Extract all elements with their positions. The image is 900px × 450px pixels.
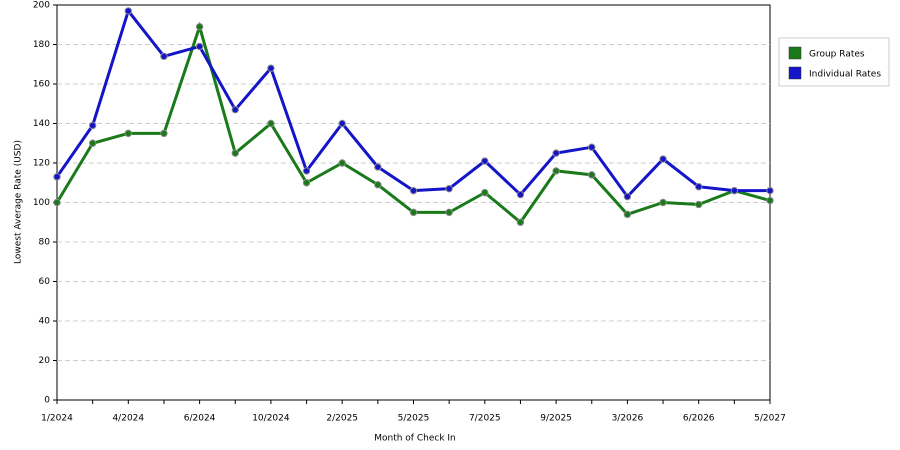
data-point	[302, 167, 311, 175]
y-tick-label: 100	[33, 198, 50, 208]
data-point	[231, 105, 239, 114]
data-point	[195, 23, 204, 31]
data-point	[445, 184, 453, 193]
data-point	[267, 64, 275, 72]
x-tick-label: 5/2025	[398, 414, 430, 424]
y-tick-label: 80	[39, 238, 51, 248]
data-point	[124, 129, 133, 138]
data-point	[445, 208, 453, 217]
data-point	[623, 210, 632, 219]
data-point	[409, 186, 418, 195]
y-tick-label: 180	[33, 40, 50, 50]
data-point	[588, 171, 596, 179]
y-tick-label: 200	[33, 1, 50, 11]
data-point	[267, 119, 275, 128]
x-tick-label: 3/2026	[612, 414, 644, 424]
data-point	[516, 190, 525, 199]
data-point	[195, 42, 204, 51]
data-point	[53, 173, 61, 181]
legend-swatch	[788, 66, 802, 80]
x-tick-label: 7/2025	[469, 414, 501, 424]
y-tick-label: 140	[33, 119, 50, 129]
legend-swatch	[788, 46, 802, 60]
x-tick-label: 9/2025	[540, 414, 572, 424]
data-point	[659, 198, 667, 207]
data-point	[481, 157, 489, 165]
data-point	[695, 183, 703, 191]
x-tick-label: 6/2026	[683, 414, 715, 424]
data-point	[88, 139, 97, 147]
data-point	[338, 159, 346, 167]
data-point	[730, 186, 739, 195]
y-tick-label: 20	[39, 356, 51, 366]
data-point	[88, 121, 97, 130]
data-point	[695, 200, 703, 209]
y-axis-label: Lowest Average Rate (USD)	[14, 140, 24, 264]
data-point	[160, 52, 168, 61]
data-point	[588, 143, 596, 151]
data-point	[374, 181, 382, 189]
x-tick-label: 10/2024	[252, 414, 290, 424]
x-tick-label: 5/2027	[754, 414, 786, 424]
x-tick-label: 1/2024	[41, 414, 73, 424]
data-point	[53, 198, 61, 207]
data-point	[623, 192, 632, 201]
data-point	[409, 208, 418, 217]
data-point	[374, 163, 382, 171]
data-point	[659, 155, 667, 163]
y-tick-label: 120	[33, 159, 50, 169]
data-point	[552, 167, 560, 175]
data-point	[124, 7, 133, 15]
legend-label: Individual Rates	[809, 70, 881, 80]
data-point	[766, 196, 774, 205]
data-point	[481, 188, 489, 197]
data-point	[552, 149, 560, 157]
data-point	[338, 119, 346, 128]
x-axis-label: Month of Check In	[374, 434, 456, 444]
legend-label: Group Rates	[809, 50, 865, 60]
y-tick-label: 40	[39, 317, 51, 327]
x-tick-label: 6/2024	[184, 414, 216, 424]
y-tick-label: 60	[39, 277, 51, 287]
x-tick-label: 4/2024	[112, 414, 144, 424]
data-point	[160, 129, 168, 138]
data-point	[766, 186, 774, 195]
y-tick-label: 0	[44, 396, 50, 406]
data-point	[516, 218, 525, 226]
data-point	[302, 179, 311, 187]
data-point	[231, 149, 239, 157]
x-tick-label: 2/2025	[326, 414, 358, 424]
y-tick-label: 160	[33, 80, 50, 90]
